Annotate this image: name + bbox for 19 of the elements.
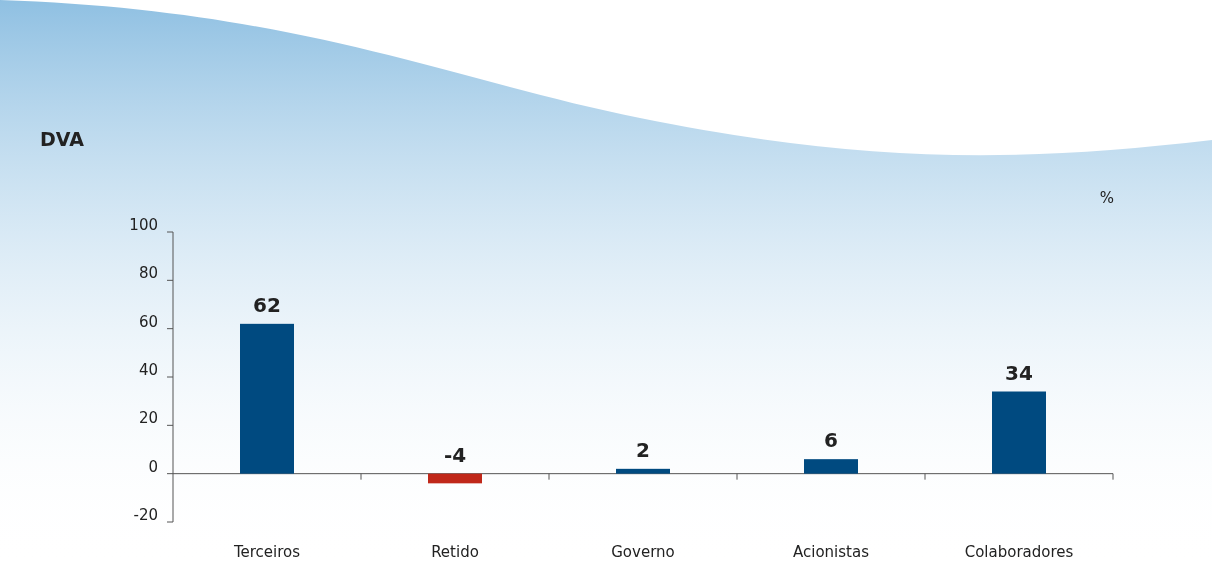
y-tick-label: 0 xyxy=(148,457,158,476)
y-tick-label: 100 xyxy=(129,216,158,234)
x-tick-label: Acionistas xyxy=(793,543,870,561)
data-label: 62 xyxy=(253,292,281,317)
y-tick-label: 20 xyxy=(138,409,158,428)
data-label: -4 xyxy=(443,442,467,467)
x-tick-label: Terceiros xyxy=(232,543,301,561)
x-tick-label: Colaboradores xyxy=(964,543,1074,561)
y-tick-label: 80 xyxy=(138,264,158,283)
data-label: 6 xyxy=(824,428,838,453)
data-label: 2 xyxy=(636,437,650,462)
y-tick-label: 60 xyxy=(138,312,158,331)
y-axis-title: % xyxy=(1099,189,1115,207)
x-tick-label: Retido xyxy=(431,543,479,561)
y-tick-label: -20 xyxy=(133,506,158,524)
y-tick-label: 40 xyxy=(138,361,158,379)
x-tick-label: Governo xyxy=(611,543,675,561)
chart-title: DVA xyxy=(40,128,85,150)
data-label: 34 xyxy=(1005,360,1033,385)
